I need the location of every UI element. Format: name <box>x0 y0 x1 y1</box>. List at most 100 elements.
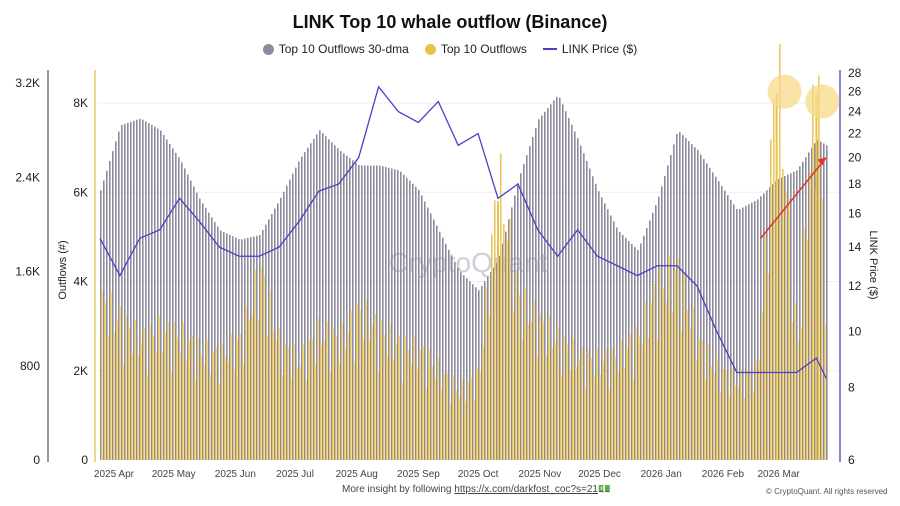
x-tick: 2026 Jan <box>641 469 682 480</box>
dma-bar <box>562 104 564 461</box>
legend-line-icon <box>542 48 557 50</box>
dma-bar <box>610 215 612 460</box>
dma-bar <box>823 143 825 461</box>
dma-bar <box>106 170 108 461</box>
outflow-bar <box>740 369 742 460</box>
outflow-bar <box>539 313 541 460</box>
outflow-bar <box>566 344 568 460</box>
outflow-bar <box>404 336 406 460</box>
outflow-bar <box>572 338 574 460</box>
outflow-bar <box>725 370 727 460</box>
outflow-bar <box>806 239 808 460</box>
dma-bar <box>331 142 333 460</box>
dma-bar <box>661 186 663 461</box>
outflow-bar <box>617 371 619 460</box>
outflow-bar <box>533 300 535 460</box>
dma-bar <box>505 231 507 460</box>
y-right-tick: 8 <box>848 381 855 395</box>
outflow-bar <box>605 349 607 460</box>
dma-bar <box>205 208 207 460</box>
outflow-bar <box>650 302 652 460</box>
outflow-bar <box>230 334 232 460</box>
dma-bar <box>379 165 381 460</box>
outflow-bar <box>749 370 751 460</box>
legend-dot-icon <box>424 43 436 55</box>
y-outer-tick: 0 <box>33 453 40 467</box>
outflow-bar <box>494 200 496 460</box>
dma-bar <box>142 119 144 460</box>
outflow-bar <box>797 341 799 460</box>
dma-bar <box>139 118 141 460</box>
dma-bar <box>115 141 117 461</box>
dma-bar <box>337 148 339 460</box>
dma-bar <box>550 104 552 461</box>
dma-bar <box>103 180 105 461</box>
dma-bar <box>259 235 261 460</box>
outflow-bar <box>119 306 121 460</box>
dma-bar <box>565 111 567 461</box>
outflow-bar <box>443 373 445 460</box>
outflow-bar <box>236 339 238 460</box>
dma-bar <box>712 172 714 460</box>
dma-bar <box>667 165 669 460</box>
outflow-bar <box>209 373 211 460</box>
outflow-bar <box>371 325 373 460</box>
outflow-bar <box>737 386 739 460</box>
outflow-bar <box>356 303 358 460</box>
legend-item-price[interactable]: LINK Price ($) <box>542 42 637 56</box>
dma-bar <box>304 152 306 460</box>
x-tick: 2025 Dec <box>578 469 621 480</box>
dma-bar <box>589 168 591 460</box>
dma-bar <box>520 173 522 460</box>
outflow-bar <box>164 332 166 460</box>
outflow-bar <box>632 378 634 460</box>
dma-bar <box>496 262 498 460</box>
dma-bar <box>154 126 156 460</box>
dma-bar <box>250 237 252 460</box>
dma-bar <box>112 151 114 461</box>
outflow-bar <box>707 344 709 460</box>
dma-bar <box>241 239 243 460</box>
y-right-tick: 26 <box>848 85 862 99</box>
dma-bar <box>196 192 198 461</box>
outflow-bar <box>428 350 430 460</box>
outflow-bar <box>407 350 409 460</box>
legend-item-dma[interactable]: Top 10 Outflows 30-dma <box>262 42 409 56</box>
dma-bar <box>247 237 249 460</box>
dma-bar <box>184 168 186 460</box>
outflow-bar <box>302 344 304 460</box>
dma-bar <box>514 195 516 460</box>
dma-bar <box>700 154 702 460</box>
outflow-bar <box>215 347 217 460</box>
dma-bar <box>538 119 540 460</box>
dma-bar <box>382 166 384 460</box>
dma-bar <box>292 173 294 460</box>
dma-bar <box>586 160 588 461</box>
dma-bar <box>664 175 666 460</box>
outflow-bar <box>311 339 313 460</box>
outflow-bar <box>401 382 403 460</box>
outflow-bar <box>548 315 550 460</box>
dma-bar <box>256 235 258 460</box>
dma-bar <box>649 220 651 460</box>
footer-link[interactable]: https://x.com/darkfost_coc?s=21 <box>454 484 598 495</box>
legend-item-outflows[interactable]: Top 10 Outflows <box>424 42 527 56</box>
outflow-bar <box>425 387 427 460</box>
legend-label: Top 10 Outflows <box>440 42 527 56</box>
y-right-tick: 28 <box>848 66 862 80</box>
y-right-tick: 12 <box>848 279 862 293</box>
outflow-bar <box>611 348 613 460</box>
dma-bar <box>376 165 378 460</box>
dma-bar <box>451 255 453 460</box>
dma-bar <box>394 169 396 461</box>
dma-bar <box>631 243 633 460</box>
outflow-bar <box>212 351 214 460</box>
dma-bar <box>409 180 411 461</box>
dma-bar <box>217 226 219 460</box>
outflow-bar <box>800 328 802 460</box>
dma-bar <box>730 199 732 460</box>
dma-bar <box>172 148 174 460</box>
dma-bar <box>721 185 723 460</box>
outflow-bar <box>659 267 661 460</box>
dma-bar <box>166 139 168 461</box>
